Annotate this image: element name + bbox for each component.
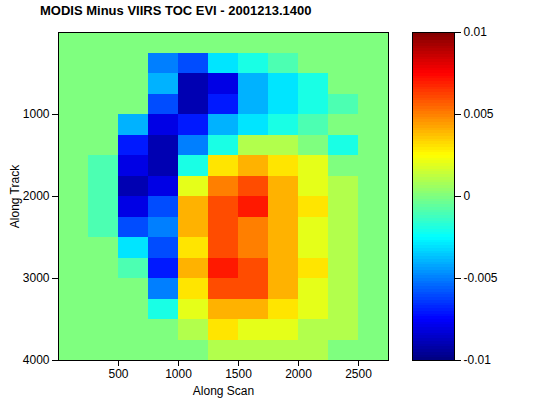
svg-text:0.005: 0.005 [464, 107, 494, 121]
svg-text:Along Track: Along Track [8, 164, 22, 228]
svg-text:500: 500 [108, 367, 128, 381]
svg-text:4000: 4000 [23, 353, 50, 367]
svg-text:1500: 1500 [225, 367, 252, 381]
svg-text:2000: 2000 [23, 189, 50, 203]
svg-text:2500: 2500 [345, 367, 372, 381]
svg-text:0.01: 0.01 [464, 25, 488, 39]
svg-text:Along Scan: Along Scan [193, 384, 254, 398]
svg-text:1000: 1000 [165, 367, 192, 381]
svg-text:-0.005: -0.005 [464, 271, 498, 285]
svg-text:3000: 3000 [23, 271, 50, 285]
svg-text:0: 0 [464, 189, 471, 203]
html-text:MODIS Minus VIIRS TOC EVI - 20: MODIS Minus VIIRS TOC EVI - 2001213.1400 [40, 3, 312, 18]
svg-text:1000: 1000 [23, 107, 50, 121]
svg-text:-0.01: -0.01 [464, 353, 492, 367]
svg-text:2000: 2000 [285, 367, 312, 381]
